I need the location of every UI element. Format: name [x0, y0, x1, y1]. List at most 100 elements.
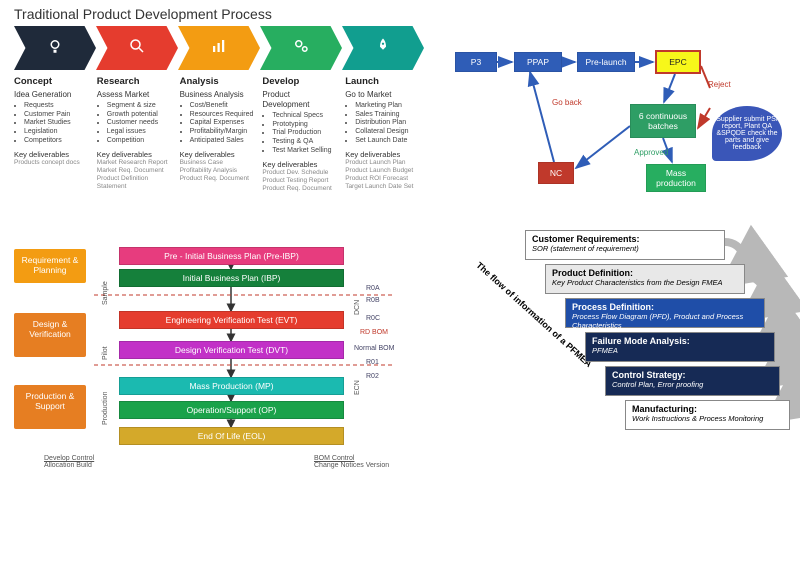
- pfmea-cascade: The flow of information of a PFMEA Custo…: [475, 230, 790, 450]
- bullet: Legislation: [24, 128, 91, 137]
- bullet: Segment & size: [107, 102, 174, 111]
- key-deliverables: Key deliverablesProduct Launch PlanProdu…: [345, 150, 422, 192]
- bullet: Competition: [107, 137, 174, 146]
- panel-title: Traditional Product Development Process: [14, 6, 424, 22]
- cascade-step: Control Strategy:Control Plan, Error pro…: [605, 366, 780, 396]
- bullet: Competitors: [24, 137, 91, 146]
- step-title: Process Definition:: [572, 302, 758, 312]
- lifecycle-stage: Design Verification Test (DVT): [119, 341, 344, 359]
- node-nc: NC: [538, 162, 574, 184]
- stage-chevrons: [14, 26, 424, 70]
- lifecycle-panel: Requirement & Planning Design & Verificat…: [14, 245, 484, 455]
- bom-annotation: RD BOM: [360, 329, 388, 336]
- side-label: Pilot: [102, 346, 109, 360]
- gears-icon: [292, 37, 310, 60]
- bullet: Customer needs: [107, 119, 174, 128]
- bullet: Capital Expenses: [190, 119, 257, 128]
- node-sixbatch: 6 continuous batches: [630, 104, 696, 138]
- bom-annotation: R01: [366, 359, 379, 366]
- key-deliverables: Key deliverablesBusiness CaseProfitabili…: [180, 150, 257, 184]
- key-deliverables: Key deliverablesProduct Dev. SchedulePro…: [262, 160, 339, 194]
- cascade-step: Process Definition:Process Flow Diagram …: [565, 298, 765, 328]
- bullet: Prototyping: [272, 121, 339, 130]
- step-sub: Control Plan, Error proofing: [612, 380, 773, 389]
- stage-subtitle: Go to Market: [345, 90, 422, 100]
- step-title: Manufacturing:: [632, 404, 783, 414]
- step-sub: PFMEA: [592, 346, 768, 355]
- stage-subtitle: Assess Market: [97, 90, 174, 100]
- bullet: Market Studies: [24, 119, 91, 128]
- lifecycle-stage: Operation/Support (OP): [119, 401, 344, 419]
- stage-subtitle: Idea Generation: [14, 90, 91, 100]
- lifecycle-stage: Mass Production (MP): [119, 377, 344, 395]
- cascade-step: Failure Mode Analysis:PFMEA: [585, 332, 775, 362]
- chart-icon: [210, 37, 228, 60]
- bom-annotation: R02: [366, 373, 379, 380]
- stage-chevron-develop: [260, 26, 342, 70]
- side-label: Sample: [102, 281, 109, 305]
- stage-label: Research: [97, 76, 174, 88]
- cascade-step: Customer Requirements:SOR (statement of …: [525, 230, 725, 260]
- stage-chevron-concept: [14, 26, 96, 70]
- node-epc: EPC: [655, 50, 701, 74]
- edge-label-reject: Reject: [708, 80, 731, 89]
- bullet: Set Launch Date: [355, 137, 422, 146]
- stage-chevron-launch: [342, 26, 424, 70]
- phase-box: Requirement & Planning: [14, 249, 86, 283]
- magnifier-icon: [128, 37, 146, 60]
- stage-subtitle: Product Development: [262, 90, 339, 110]
- stage-column-analysis: Analysis Business Analysis Cost/BenefitRes…: [180, 76, 259, 193]
- bullet: Collateral Design: [355, 128, 422, 137]
- step-sub: Process Flow Diagram (PFD), Product and …: [572, 312, 758, 330]
- bullet: Trial Production: [272, 129, 339, 138]
- bullet: Resources Required: [190, 111, 257, 120]
- bullet: Marketing Plan: [355, 102, 422, 111]
- step-title: Customer Requirements:: [532, 234, 718, 244]
- side-label: DCN: [354, 300, 361, 315]
- stage-column-develop: Develop Product Development Technical Spec…: [262, 76, 341, 193]
- phase-box: Production & Support: [14, 385, 86, 429]
- lifecycle-stage: Pre - Initial Business Plan (Pre-IBP): [119, 247, 344, 265]
- node-p3: P3: [455, 52, 497, 72]
- bullet: Cost/Benefit: [190, 102, 257, 111]
- phase-box: Design & Verification: [14, 313, 86, 357]
- stage-label: Analysis: [180, 76, 257, 88]
- stage-label: Develop: [262, 76, 339, 88]
- approval-flowchart: P3 PPAP Pre-launch EPC 6 continuous batches M…: [450, 36, 785, 216]
- lifecycle-stage: Engineering Verification Test (EVT): [119, 311, 344, 329]
- node-massprod: Mass production: [646, 164, 706, 192]
- bom-annotation: Normal BOM: [354, 345, 394, 352]
- stage-chevron-research: [96, 26, 178, 70]
- step-title: Failure Mode Analysis:: [592, 336, 768, 346]
- stage-columns: Concept Idea Generation RequestsCustomer P…: [14, 76, 424, 193]
- stage-chevron-analysis: [178, 26, 260, 70]
- step-title: Control Strategy:: [612, 370, 773, 380]
- key-deliverables: Key deliverablesMarket Research ReportMa…: [97, 150, 174, 192]
- side-label: ECN: [354, 380, 361, 395]
- cascade-step: Manufacturing:Work Instructions & Proces…: [625, 400, 790, 430]
- footer-right: BOM ControlChange Notices Version: [314, 455, 389, 469]
- node-prelaunch: Pre-launch: [577, 52, 635, 72]
- stage-column-concept: Concept Idea Generation RequestsCustomer P…: [14, 76, 93, 193]
- lifecycle-stage: End Of Life (EOL): [119, 427, 344, 445]
- node-ppap: PPAP: [514, 52, 562, 72]
- bullet: Requests: [24, 102, 91, 111]
- rocket-icon: [374, 37, 392, 60]
- side-label: Production: [102, 392, 109, 425]
- bullet: Growth potential: [107, 111, 174, 120]
- bom-annotation: R0B: [366, 297, 380, 304]
- bom-annotation: R0A: [366, 285, 380, 292]
- stage-label: Concept: [14, 76, 91, 88]
- bullet: Profitability/Margin: [190, 128, 257, 137]
- bullet: Technical Specs: [272, 112, 339, 121]
- stage-subtitle: Business Analysis: [180, 90, 257, 100]
- lifecycle-stage: Initial Business Plan (IBP): [119, 269, 344, 287]
- bullet: Distribution Plan: [355, 119, 422, 128]
- step-sub: Work Instructions & Process Monitoring: [632, 414, 783, 423]
- footer-left: Develop ControlAllocation Build: [44, 455, 94, 469]
- bullet: Customer Pain: [24, 111, 91, 120]
- edge-label-goback: Go back: [552, 98, 582, 107]
- bom-annotation: R0C: [366, 315, 380, 322]
- feedback-callout: Supplier submit PSI report, Plant QA &SP…: [712, 106, 782, 161]
- bullet: Anticipated Sales: [190, 137, 257, 146]
